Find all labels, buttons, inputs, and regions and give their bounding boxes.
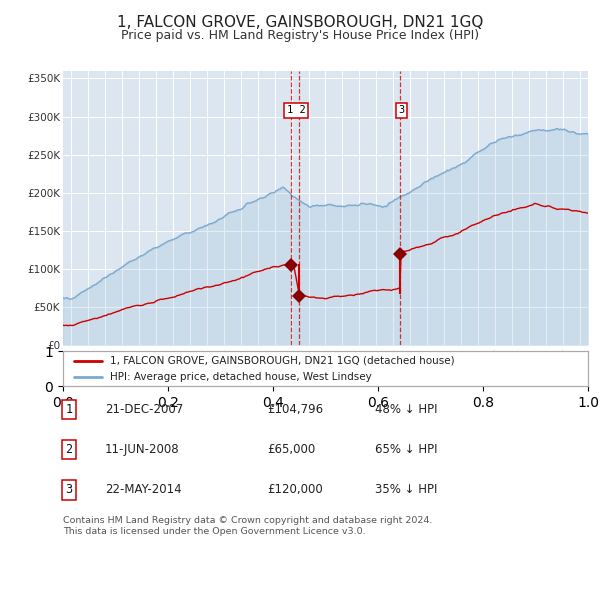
Text: 3: 3 bbox=[65, 483, 73, 496]
Text: £65,000: £65,000 bbox=[267, 443, 315, 456]
Text: Price paid vs. HM Land Registry's House Price Index (HPI): Price paid vs. HM Land Registry's House … bbox=[121, 29, 479, 42]
Text: 35% ↓ HPI: 35% ↓ HPI bbox=[375, 483, 437, 496]
Text: 3: 3 bbox=[398, 106, 404, 116]
Text: 1: 1 bbox=[65, 403, 73, 416]
Text: 2: 2 bbox=[65, 443, 73, 456]
Text: £120,000: £120,000 bbox=[267, 483, 323, 496]
Text: £104,796: £104,796 bbox=[267, 403, 323, 416]
Text: 1 2: 1 2 bbox=[287, 106, 305, 116]
Text: HPI: Average price, detached house, West Lindsey: HPI: Average price, detached house, West… bbox=[110, 372, 372, 382]
Text: 48% ↓ HPI: 48% ↓ HPI bbox=[375, 403, 437, 416]
Text: 1, FALCON GROVE, GAINSBOROUGH, DN21 1GQ: 1, FALCON GROVE, GAINSBOROUGH, DN21 1GQ bbox=[117, 15, 483, 30]
Text: 22-MAY-2014: 22-MAY-2014 bbox=[105, 483, 182, 496]
Text: 11-JUN-2008: 11-JUN-2008 bbox=[105, 443, 179, 456]
Text: 21-DEC-2007: 21-DEC-2007 bbox=[105, 403, 183, 416]
Text: 1, FALCON GROVE, GAINSBOROUGH, DN21 1GQ (detached house): 1, FALCON GROVE, GAINSBOROUGH, DN21 1GQ … bbox=[110, 356, 455, 366]
Text: Contains HM Land Registry data © Crown copyright and database right 2024.
This d: Contains HM Land Registry data © Crown c… bbox=[63, 516, 433, 536]
Text: 65% ↓ HPI: 65% ↓ HPI bbox=[375, 443, 437, 456]
